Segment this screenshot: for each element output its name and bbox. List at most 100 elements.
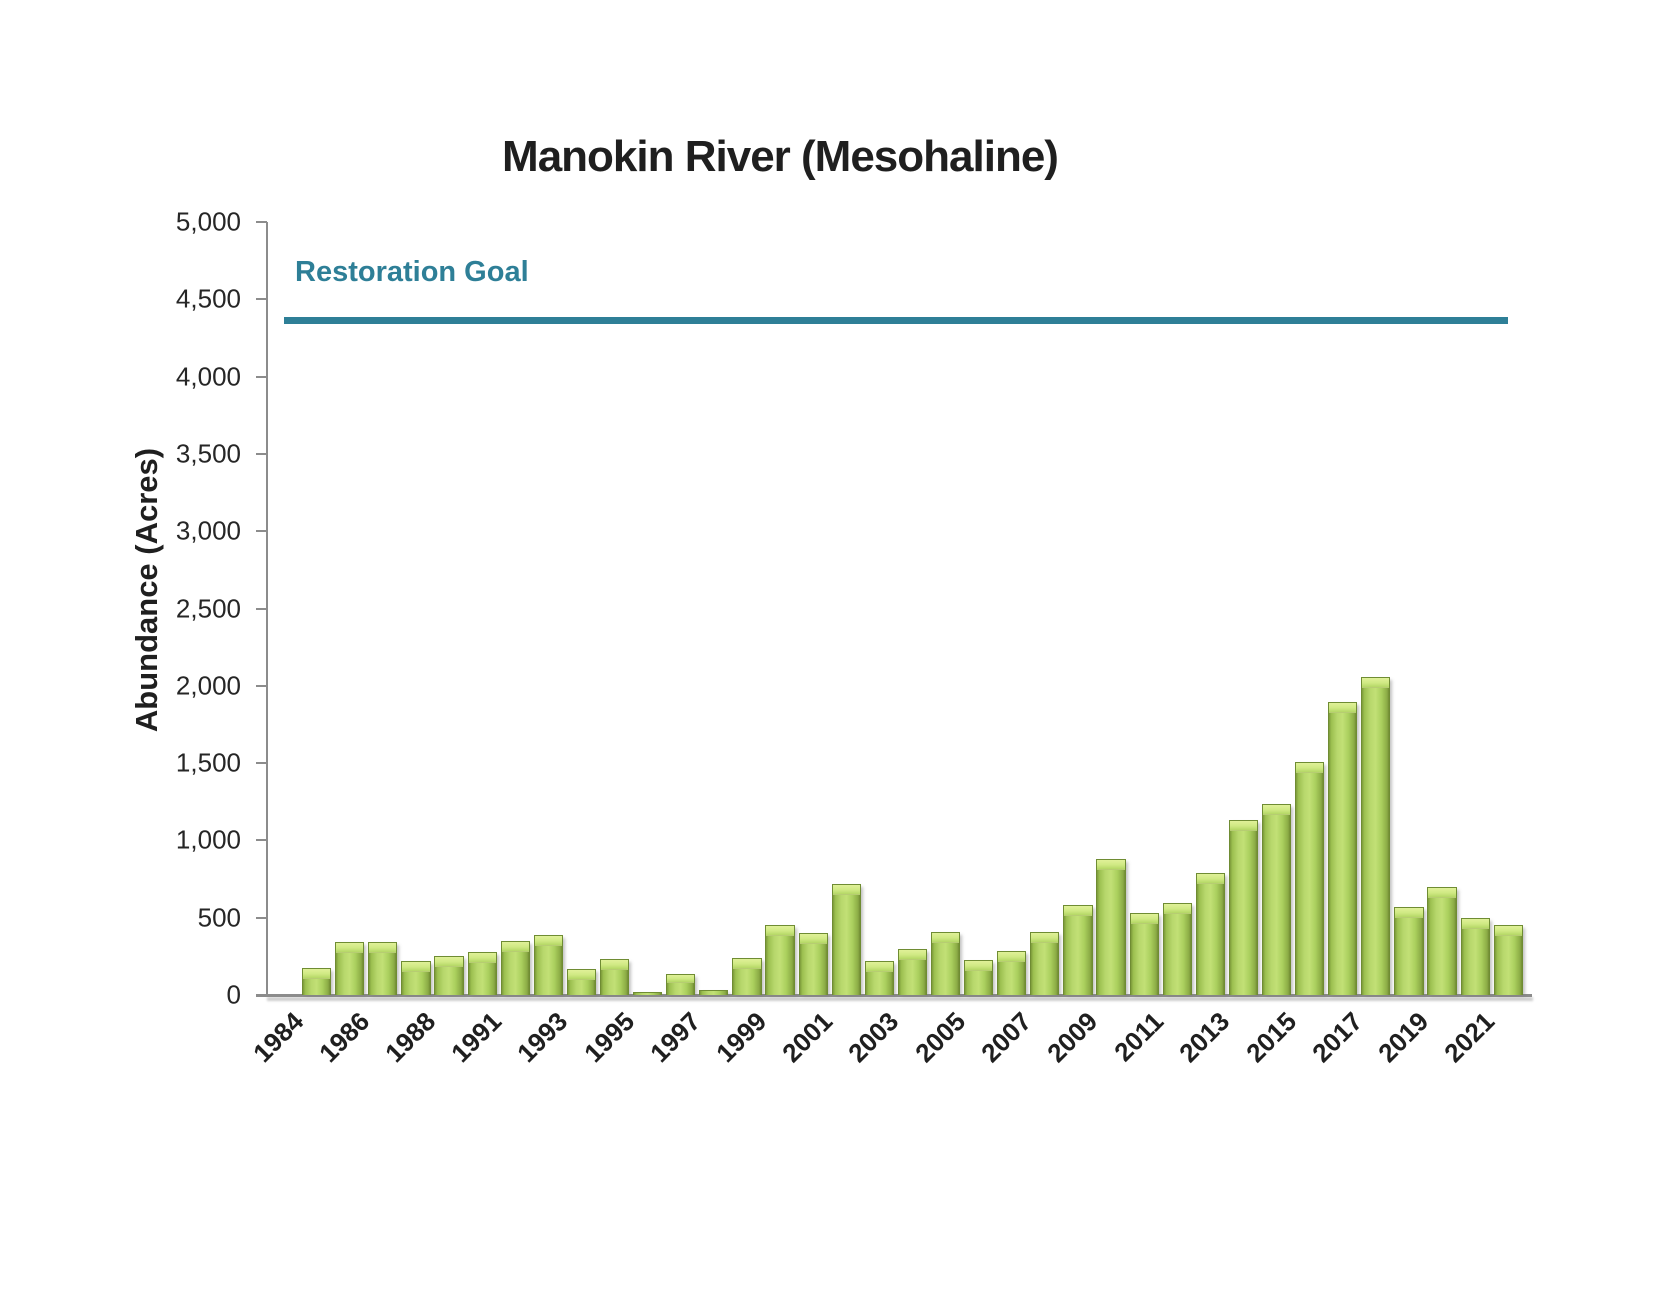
bar-top-bevel xyxy=(1097,859,1125,870)
x-axis-label-1999: 1999 xyxy=(710,1006,773,1069)
x-axis-label-2021: 2021 xyxy=(1438,1006,1501,1069)
bar-top-bevel xyxy=(1064,906,1092,917)
x-axis-label-2007: 2007 xyxy=(974,1006,1037,1069)
bar-top-bevel xyxy=(1163,904,1191,914)
chart-title: Manokin River (Mesohaline) xyxy=(502,132,1059,181)
bar-top-bevel xyxy=(832,884,860,895)
bar-2002 xyxy=(831,883,861,995)
bar-2019 xyxy=(1394,906,1424,995)
bar-1992 xyxy=(500,940,530,995)
x-axis-label-1995: 1995 xyxy=(577,1006,640,1069)
bar-1987 xyxy=(368,942,398,995)
x-axis-label-1986: 1986 xyxy=(312,1006,375,1069)
x-axis-label-2005: 2005 xyxy=(908,1006,971,1069)
bar-top-bevel xyxy=(1296,763,1324,774)
bar-top-bevel xyxy=(998,951,1026,962)
bar-top-bevel xyxy=(534,936,562,947)
bar-2014 xyxy=(1228,820,1258,995)
bar-1993 xyxy=(533,935,563,995)
bar-top-bevel xyxy=(501,941,529,952)
bar-2009 xyxy=(1063,905,1093,995)
bar-2022 xyxy=(1493,925,1523,995)
bar-2011 xyxy=(1129,913,1159,995)
bar-top-bevel xyxy=(1428,887,1456,898)
bar-2020 xyxy=(1427,886,1457,995)
bar-2008 xyxy=(1030,931,1060,995)
y-axis-tick-label: 500 xyxy=(197,902,241,933)
y-axis-line xyxy=(265,222,268,997)
bar-top-bevel xyxy=(567,970,595,981)
bar-top-bevel xyxy=(1461,919,1489,930)
y-axis-tick xyxy=(256,916,267,919)
bar-top-bevel xyxy=(1031,932,1059,943)
y-axis-tick xyxy=(256,607,267,610)
bar-1985 xyxy=(302,967,332,995)
x-axis-label-1997: 1997 xyxy=(643,1006,706,1069)
y-axis-tick-label: 1,500 xyxy=(175,747,241,778)
bar-top-bevel xyxy=(402,961,430,972)
bar-2003 xyxy=(864,960,894,995)
y-axis-tick-label: 1,000 xyxy=(175,824,241,855)
bar-2005 xyxy=(930,931,961,995)
bar-1999 xyxy=(732,957,762,995)
restoration-goal-line xyxy=(283,317,1509,325)
y-axis-tick xyxy=(256,762,267,765)
bar-top-bevel xyxy=(303,968,331,979)
bar-top-bevel xyxy=(1229,821,1257,832)
bar-1986 xyxy=(335,942,365,995)
bar-top-bevel xyxy=(435,956,463,967)
bar-top-bevel xyxy=(369,943,397,954)
bar-top-bevel xyxy=(1196,873,1224,884)
x-axis-label-1984: 1984 xyxy=(246,1006,309,1069)
y-axis-tick xyxy=(256,684,267,687)
y-axis-tick-label: 4,000 xyxy=(175,361,241,392)
y-axis-tick-label: 2,000 xyxy=(175,670,241,701)
bar-top-bevel xyxy=(1362,678,1390,689)
x-axis-label-2009: 2009 xyxy=(1041,1006,1104,1069)
bar-2004 xyxy=(897,949,927,995)
bar-1995 xyxy=(599,959,630,995)
y-axis-tick xyxy=(256,452,267,455)
bar-top-bevel xyxy=(898,950,926,961)
bar-top-bevel xyxy=(965,961,993,972)
x-axis-label-2001: 2001 xyxy=(776,1006,839,1069)
x-axis-label-2015: 2015 xyxy=(1239,1006,1302,1069)
bar-2016 xyxy=(1295,762,1325,995)
y-axis-title: Abundance (Acres) xyxy=(129,447,164,733)
y-axis-tick xyxy=(256,375,267,378)
x-axis-label-1993: 1993 xyxy=(511,1006,574,1069)
y-axis-tick xyxy=(256,839,267,842)
bar-2007 xyxy=(997,950,1027,995)
y-axis-tick xyxy=(256,530,267,533)
restoration-goal-label: Restoration Goal xyxy=(295,256,529,288)
bar-1991 xyxy=(467,951,497,995)
bar-2017 xyxy=(1328,702,1358,995)
y-axis-tick-label: 0 xyxy=(226,979,241,1010)
bar-top-bevel xyxy=(1262,805,1291,816)
y-axis-tick xyxy=(256,298,267,301)
baseline-shadow xyxy=(267,996,1533,1001)
bar-top-bevel xyxy=(865,961,893,972)
bar-2018 xyxy=(1361,677,1391,995)
bar-2015 xyxy=(1261,804,1292,995)
x-axis-label-2019: 2019 xyxy=(1372,1006,1435,1069)
bar-top-bevel xyxy=(667,975,695,984)
bar-top-bevel xyxy=(733,958,761,969)
bar-1997 xyxy=(666,974,696,995)
bar-2010 xyxy=(1096,858,1126,995)
x-axis-label-2017: 2017 xyxy=(1305,1006,1368,1069)
bar-top-bevel xyxy=(931,932,960,943)
bar-1996 xyxy=(633,991,663,995)
x-axis-line xyxy=(256,994,1532,997)
bar-top-bevel xyxy=(766,926,794,937)
bar-2006 xyxy=(964,960,994,995)
bar-top-bevel xyxy=(1494,926,1522,937)
y-axis-tick-label: 2,500 xyxy=(175,593,241,623)
bar-top-bevel xyxy=(1395,907,1423,918)
bar-2013 xyxy=(1195,872,1225,995)
bar-2012 xyxy=(1162,903,1192,995)
y-axis-tick xyxy=(256,221,267,223)
bar-1994 xyxy=(566,969,596,995)
bar-top-bevel xyxy=(1329,703,1357,714)
